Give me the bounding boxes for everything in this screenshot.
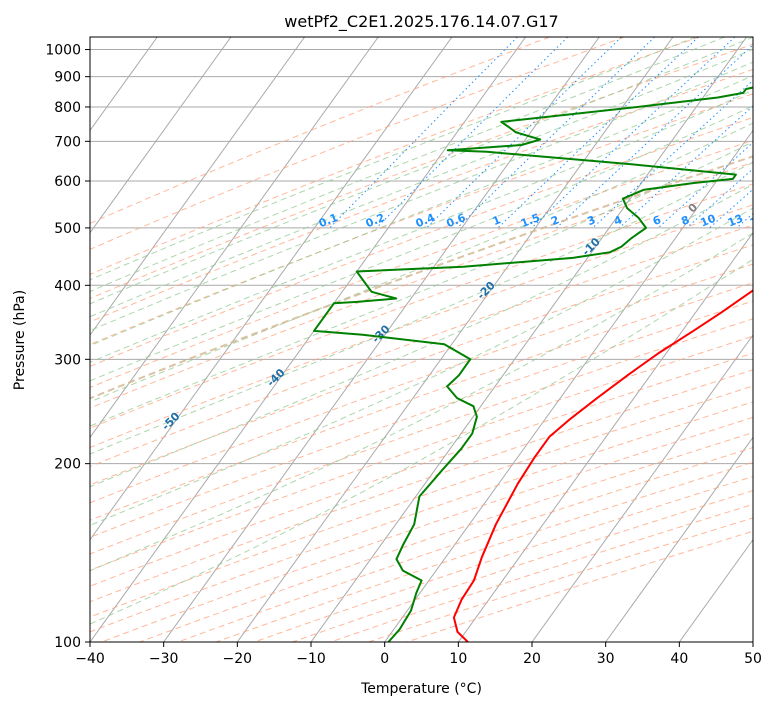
moist-adiabat-line	[90, 105, 753, 382]
axes: −40 −30 −20 −10 0 10 20 30 40 50 100 200 300 400 500 60…	[45, 43, 762, 667]
background-lines	[90, 37, 753, 642]
isotherm-line	[236, 37, 674, 642]
dry-adiabat-line	[90, 116, 753, 367]
x-axis-label: Temperature (°C)	[360, 681, 482, 697]
x-tick-label: 20	[523, 651, 541, 667]
x-tick-label: 30	[597, 651, 615, 667]
isotherm-line	[678, 538, 753, 642]
dry-adiabat-line	[90, 263, 753, 504]
mixing-ratio-line	[556, 44, 753, 229]
moist-adiabat-line	[90, 232, 753, 572]
mixing-ratio-label: 1	[491, 213, 503, 228]
x-tick-label: 40	[670, 651, 688, 667]
moist-adiabat-line	[90, 61, 753, 332]
isotherm-line	[90, 37, 232, 234]
dry-adiabat-line	[90, 68, 753, 323]
isotherm-line	[90, 37, 379, 439]
parcel-line	[90, 155, 753, 400]
y-tick-label: 700	[54, 134, 81, 150]
dry-adiabat-line	[90, 224, 753, 468]
dry-adiabat-line	[90, 37, 700, 275]
dry-adiabat-line	[90, 282, 753, 521]
isotherm-line	[384, 129, 753, 642]
moist-adiabat-line	[90, 89, 753, 363]
profiles	[313, 86, 753, 642]
temperature-profile-line	[452, 289, 753, 642]
mixing-ratio-label: 16	[748, 212, 767, 230]
x-tick-label: 10	[449, 651, 467, 667]
plot-frame	[89, 36, 754, 643]
y-tick-label: 800	[54, 100, 81, 116]
moist-adiabat-line	[90, 183, 753, 488]
dry-adiabat-line	[90, 335, 753, 571]
isotherm-line	[457, 231, 753, 642]
dry-adiabat-line	[90, 139, 753, 389]
x-tick-label: 50	[744, 651, 762, 667]
y-tick-label: 600	[54, 174, 81, 190]
x-tick-label: 0	[380, 651, 389, 667]
moist-adiabat-line	[90, 37, 753, 305]
mixing-ratio-line	[497, 37, 699, 229]
dry-adiabat-line	[90, 318, 753, 555]
y-tick-label: 100	[54, 635, 81, 651]
y-tick-label: 1000	[45, 43, 81, 59]
mixing-ratio-line	[456, 37, 655, 229]
dewpoint-profile-line	[313, 86, 753, 642]
y-tick-label: 500	[54, 221, 81, 237]
moist-adiabat-line	[90, 207, 753, 526]
moist-adiabat-line	[90, 75, 753, 347]
y-tick-label: 200	[54, 457, 81, 473]
x-tick-label: −30	[149, 651, 179, 667]
chart-title: wetPf2_C2E1.2025.176.14.07.G17	[284, 12, 558, 32]
dry-adiabat-line	[90, 93, 753, 346]
x-tick-label: −20	[223, 651, 253, 667]
moist-adiabat-line	[90, 37, 696, 281]
moist-adiabat-line	[90, 48, 753, 318]
y-tick-label: 300	[54, 352, 81, 368]
isotherm-line	[90, 37, 527, 642]
isotherm-line	[310, 37, 748, 642]
moist-adiabat-line	[90, 258, 753, 625]
mixing-ratio-label: 2	[549, 213, 561, 228]
dry-adiabat-line	[90, 161, 753, 409]
isotherm-line	[531, 334, 753, 642]
isotherm-line	[163, 37, 600, 642]
dry-adiabat-line	[90, 204, 753, 449]
mixing-ratio-label: 10	[699, 212, 718, 230]
dry-adiabat-line	[90, 37, 625, 250]
y-axis-label: Pressure (hPa)	[12, 290, 28, 390]
isotherm-line	[90, 37, 306, 336]
y-tick-label: 400	[54, 278, 81, 294]
isotherm-line	[90, 37, 453, 541]
mixing-ratio-label: 13	[726, 212, 745, 230]
dry-adiabat-line	[90, 369, 753, 603]
y-tick-label: 900	[54, 70, 81, 86]
mixing-ratio-label: 3	[585, 213, 597, 228]
x-tick-label: −10	[296, 651, 326, 667]
mixing-ratio-line	[329, 37, 518, 229]
moist-adiabat-line	[90, 37, 725, 293]
mixing-ratio-label: 8	[679, 213, 691, 228]
moist-adiabat-line	[90, 161, 753, 455]
x-tick-label: −40	[75, 651, 105, 667]
